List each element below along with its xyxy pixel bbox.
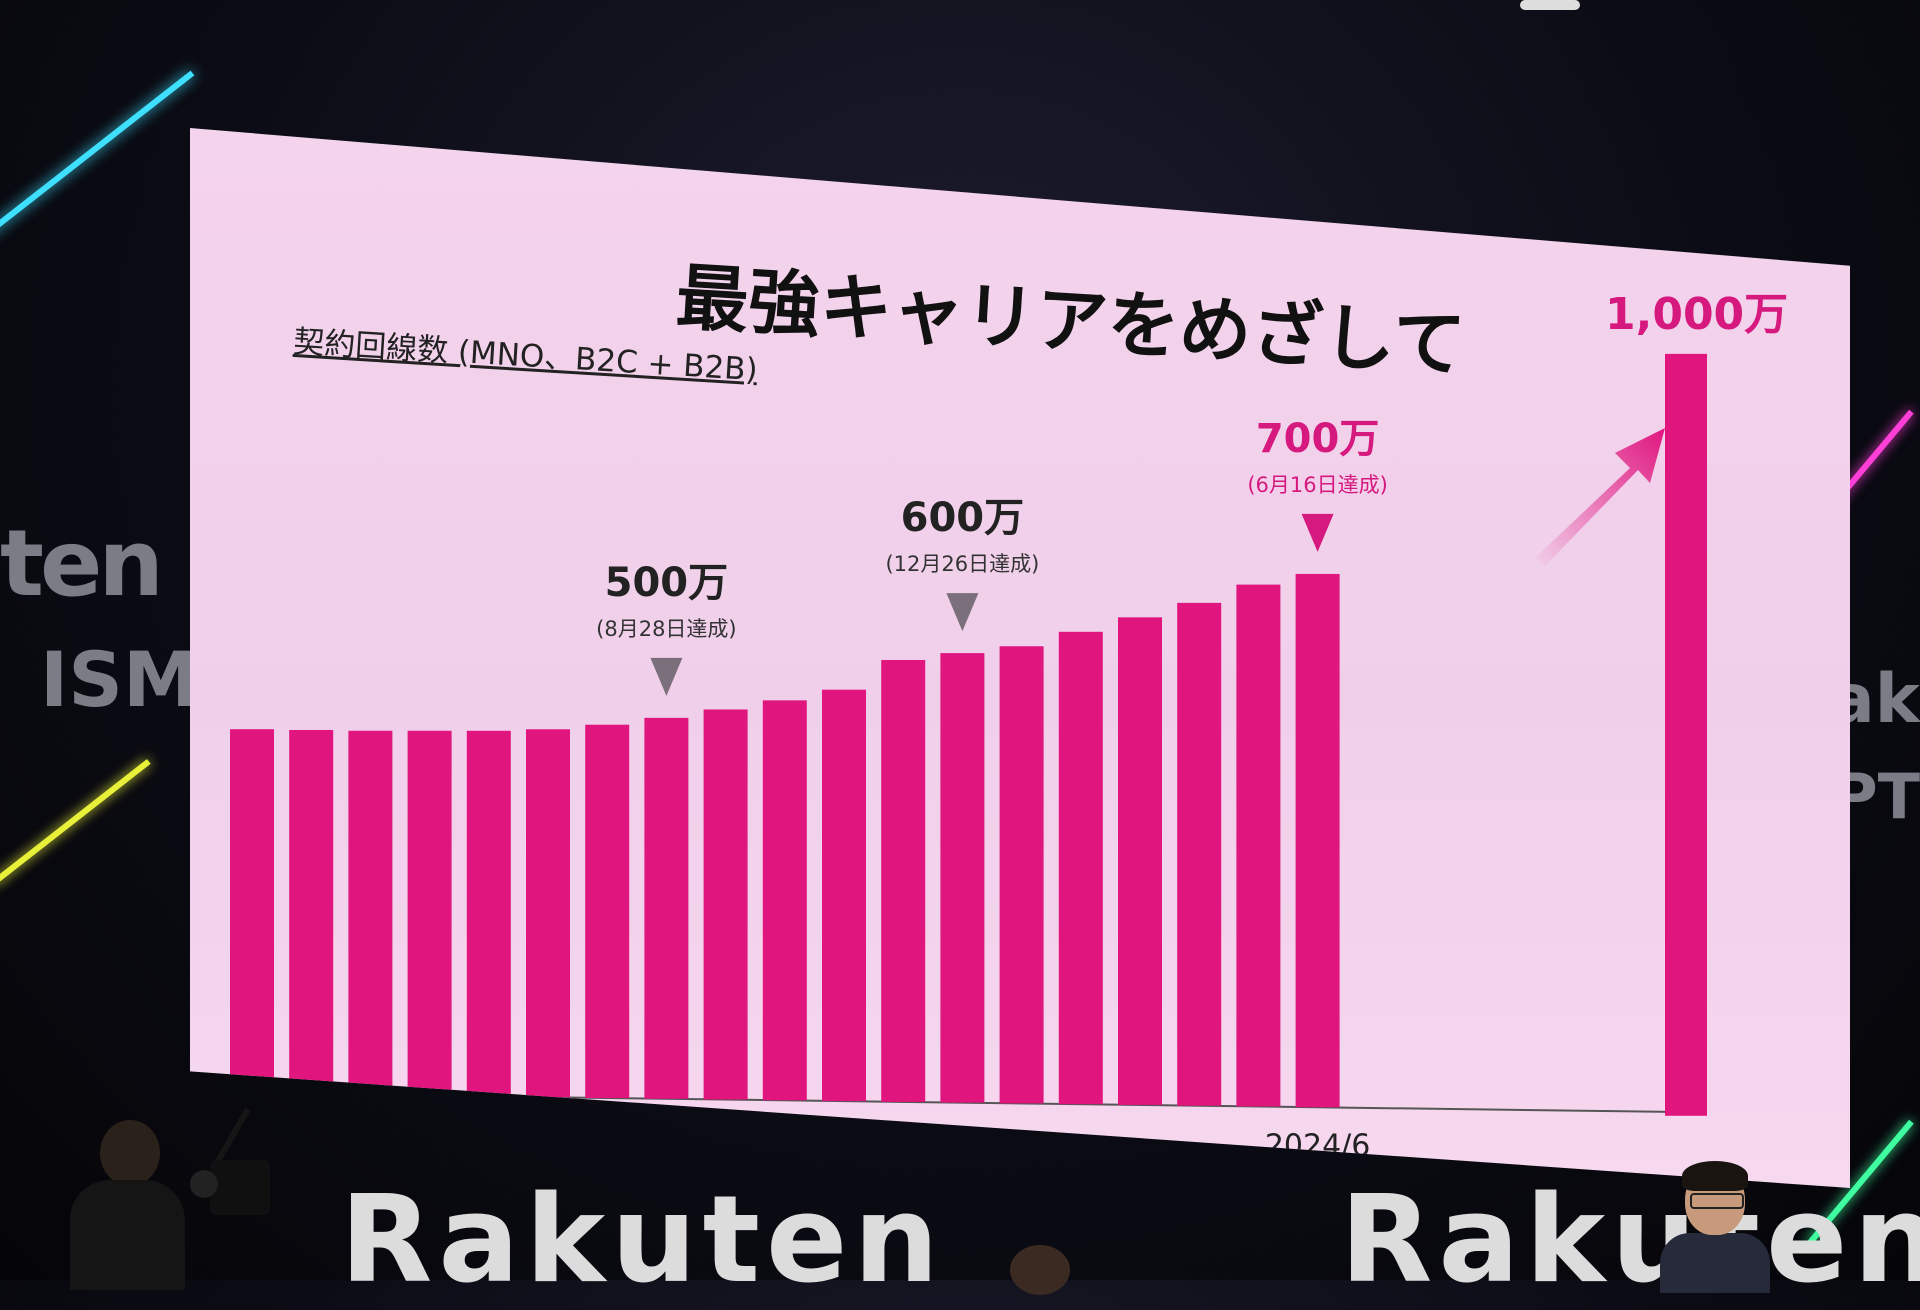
left-sign-text-1: ten	[0, 510, 164, 617]
video-camera	[190, 1105, 280, 1280]
left-sign-text-2: ISM	[40, 635, 199, 724]
presenter	[1660, 1161, 1770, 1293]
camera-operator	[60, 1120, 185, 1290]
chart-bar	[1118, 617, 1162, 1105]
milestone-sublabel: (6月16日達成)	[1247, 473, 1387, 497]
chart-bar	[1058, 631, 1103, 1105]
audience-head	[1010, 1245, 1070, 1295]
chart-bar	[348, 730, 393, 1095]
milestone-marker	[650, 657, 683, 696]
target-bar	[1665, 353, 1707, 1116]
chart-bar	[822, 689, 866, 1102]
milestone-sublabel: (12月26日達成)	[885, 552, 1039, 576]
milestone-marker	[1301, 513, 1334, 552]
chart-bar	[230, 729, 274, 1094]
milestone-label: 600万	[901, 495, 1025, 541]
chart-bar	[644, 717, 689, 1099]
chart-bar	[466, 730, 511, 1097]
growth-arrow	[1535, 428, 1665, 566]
bar-chart: 1,000万 500万 (8月28日達成) 600万 (12月26日達成) 700万 (6月…	[190, 289, 1788, 1183]
chart-bar	[289, 729, 334, 1095]
neon-stripe-yellow	[0, 759, 151, 887]
chart-bar	[526, 729, 570, 1098]
chart-bar	[1177, 602, 1222, 1106]
presentation-screen: 最強キャリアをめざして 契約回線数 (MNO、B2C + B2B) 1,000万…	[190, 128, 1850, 1188]
chart-bar	[1236, 584, 1281, 1107]
stage-light	[1520, 0, 1580, 10]
target-label: 1,000万	[1605, 289, 1788, 340]
chart-bar	[762, 700, 807, 1101]
floor-logo-2: Rakuten	[1340, 1171, 1920, 1310]
neon-stripe-cyan	[0, 70, 195, 236]
chart-bar	[407, 730, 452, 1096]
chart-bar	[940, 653, 985, 1103]
milestone-sublabel: (8月28日達成)	[596, 617, 736, 641]
milestone-marker	[946, 593, 979, 632]
chart-bar	[1295, 573, 1340, 1108]
chart-bar	[999, 646, 1044, 1104]
floor-logo-1: Rakuten	[340, 1171, 945, 1310]
chart-bar	[703, 709, 748, 1100]
milestone-label: 500万	[605, 560, 729, 606]
x-axis-end-label: 2024/6	[1265, 1128, 1371, 1163]
milestone-label: 700万	[1256, 416, 1380, 462]
chart-bar	[881, 659, 926, 1102]
chart-bar	[585, 724, 630, 1099]
x-axis-baseline	[190, 1091, 1671, 1113]
